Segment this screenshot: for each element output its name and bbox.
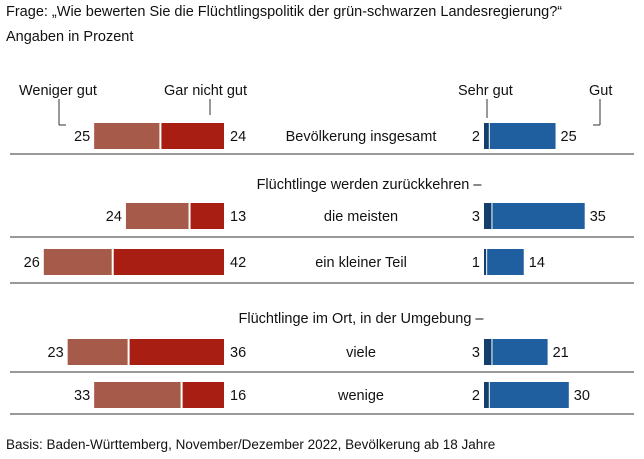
bar-gar-nicht-gut-ein-kleiner-teil [112,249,224,275]
bar-gut-viele [491,339,548,365]
bar-gut-bevoelkerung-insgesamt [489,123,556,149]
bar-gut-ein-kleiner-teil [486,249,524,275]
label-gut-ein-kleiner-teil: 14 [529,255,545,271]
bar-divider-die-meisten [188,203,191,229]
bar-weniger-gut-wenige [94,382,182,408]
label-sehr-gut-wenige: 2 [472,388,480,404]
bar-sehr-gut-ein-kleiner-teil [484,249,487,275]
label-gar-nicht-gut-die-meisten: 13 [230,209,246,225]
label-gar-nicht-gut-viele: 36 [230,345,246,361]
label-weniger-gut-viele: 23 [48,345,64,361]
bar-gar-nicht-gut-wenige [181,382,224,408]
bar-divider-bevoelkerung-insgesamt [159,123,162,149]
legend-gut: Gut [589,83,612,99]
legend-gar-nicht-gut: Gar nicht gut [164,83,247,99]
label-gut-viele: 21 [553,345,569,361]
bar-gar-nicht-gut-bevoelkerung-insgesamt [160,123,224,149]
label-weniger-gut-bevoelkerung-insgesamt: 25 [74,129,90,145]
chart-subtitle: Angaben in Prozent [6,29,134,45]
bar-sehr-gut-bevoelkerung-insgesamt [484,123,490,149]
bar-divider-viele [127,339,130,365]
bar-divider-pos-ein-kleiner-teil [486,249,488,275]
section-label-im-ort: Flüchtlinge im Ort, in der Umgebung – [239,311,485,327]
bar-sehr-gut-viele [484,339,492,365]
label-gut-bevoelkerung-insgesamt: 25 [561,129,577,145]
label-gar-nicht-gut-wenige: 16 [230,388,246,404]
bar-weniger-gut-die-meisten [125,203,190,229]
bar-gut-die-meisten [491,203,585,229]
category-label-die-meisten: die meisten [324,209,398,225]
bar-weniger-gut-bevoelkerung-insgesamt [94,123,161,149]
label-weniger-gut-die-meisten: 24 [106,209,122,225]
bar-divider-wenige [180,382,183,408]
bar-divider-pos-viele [491,339,493,365]
label-gut-wenige: 30 [574,388,590,404]
label-gar-nicht-gut-bevoelkerung-insgesamt: 24 [230,129,246,145]
bar-gut-wenige [489,382,569,408]
legend-weniger-gut: Weniger gut [19,83,97,99]
label-weniger-gut-wenige: 33 [74,388,90,404]
bar-gar-nicht-gut-die-meisten [189,203,224,229]
bar-divider-pos-bevoelkerung-insgesamt [488,123,490,149]
bar-divider-pos-die-meisten [491,203,493,229]
section-label-zurueckkehren: Flüchtlinge werden zurückkehren – [257,177,483,193]
category-label-ein-kleiner-teil: ein kleiner Teil [315,255,407,271]
bar-weniger-gut-ein-kleiner-teil [43,249,113,275]
legend-sehr-gut: Sehr gut [458,83,513,99]
chart-title: Frage: „Wie bewerten Sie die Flüchtlings… [6,4,563,20]
footnote: Basis: Baden-Württemberg, November/Dezem… [6,437,496,452]
label-gar-nicht-gut-ein-kleiner-teil: 42 [230,255,246,271]
label-sehr-gut-ein-kleiner-teil: 1 [472,255,480,271]
category-label-viele: viele [346,345,376,361]
label-sehr-gut-bevoelkerung-insgesamt: 2 [472,129,480,145]
category-label-wenige: wenige [337,388,384,404]
bar-weniger-gut-viele [67,339,129,365]
label-weniger-gut-ein-kleiner-teil: 26 [24,255,40,271]
label-gut-die-meisten: 35 [590,209,606,225]
label-sehr-gut-die-meisten: 3 [472,209,480,225]
bar-sehr-gut-die-meisten [484,203,492,229]
bar-divider-pos-wenige [488,382,490,408]
label-sehr-gut-viele: 3 [472,345,480,361]
legend: Weniger gut Gar nicht gut Sehr gut Gut [19,83,612,126]
bar-gar-nicht-gut-viele [128,339,224,365]
bar-sehr-gut-wenige [484,382,490,408]
bar-divider-ein-kleiner-teil [111,249,114,275]
category-label-bevoelkerung-insgesamt: Bevölkerung insgesamt [286,129,437,145]
